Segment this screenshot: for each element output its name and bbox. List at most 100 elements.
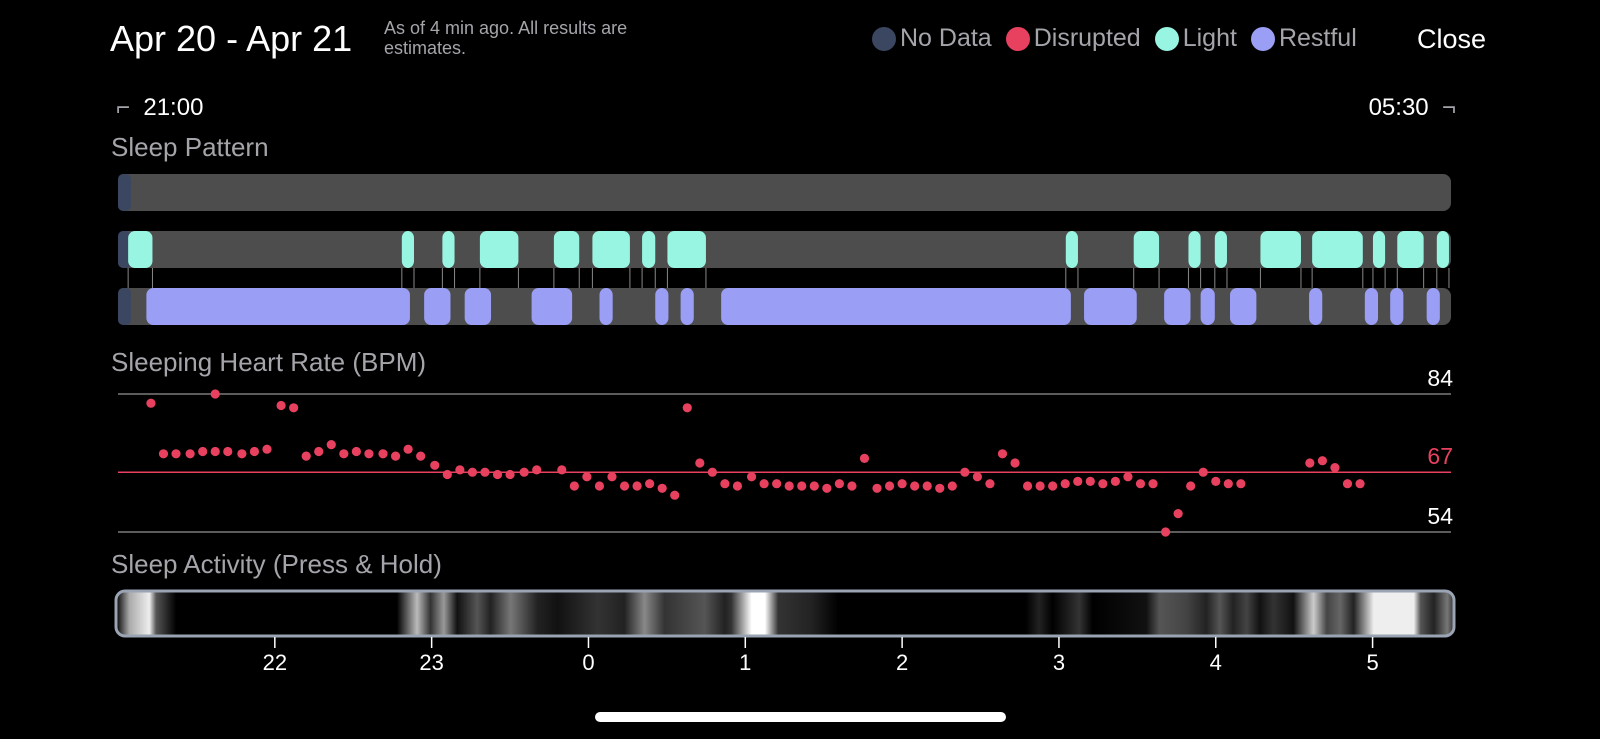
light-segment — [1188, 231, 1201, 268]
heart-rate-point — [695, 458, 705, 468]
activity-strip[interactable] — [114, 589, 1456, 638]
heart-rate-point — [455, 465, 465, 475]
heart-rate-point — [632, 481, 642, 491]
right-bracket-icon: ¬ — [1441, 94, 1456, 121]
legend-label: Light — [1182, 24, 1237, 52]
heart-rate-point — [378, 449, 388, 459]
end-time-label: 05:30 — [1368, 94, 1429, 121]
sleep-pattern-chart — [118, 174, 1451, 325]
heart-rate-point — [834, 479, 844, 489]
legend-label: Restful — [1278, 24, 1357, 52]
no-data-segment — [118, 174, 131, 211]
range-start-time: ⌐ 21:00 — [116, 94, 203, 122]
heart-rate-point — [1098, 479, 1108, 489]
light-segment — [442, 231, 455, 268]
heart-rate-point — [519, 467, 529, 477]
date-range-title: Apr 20 - Apr 21 — [110, 18, 353, 59]
heart-rate-point — [1048, 481, 1058, 491]
x-tick-label: 23 — [419, 650, 443, 675]
heart-rate-point — [1223, 479, 1233, 489]
restful-segment — [1164, 288, 1191, 325]
heart-rate-point — [947, 481, 957, 491]
legend-item-restful: Restful — [1250, 24, 1357, 53]
restful-segment — [531, 288, 573, 325]
heart-rate-point — [210, 389, 220, 399]
sleep-activity-chart[interactable] — [114, 589, 1456, 638]
x-tick-label: 3 — [1053, 650, 1065, 675]
heart-rate-point — [1186, 481, 1196, 491]
heart-rate-point — [897, 479, 907, 489]
home-indicator[interactable] — [595, 712, 1006, 722]
heart-rate-point — [910, 481, 920, 491]
heart-rate-point — [185, 449, 195, 459]
heart-rate-point — [532, 465, 542, 475]
x-tick-label: 1 — [739, 650, 751, 675]
heart-rate-point — [390, 451, 401, 461]
light-segment — [553, 231, 580, 268]
heart-rate-point — [1342, 479, 1353, 489]
heart-rate-point — [594, 481, 605, 491]
heart-rate-point — [364, 449, 374, 459]
heart-rate-point — [1305, 458, 1315, 468]
heart-rate-point — [1236, 479, 1246, 489]
heart-rate-point — [210, 446, 220, 457]
range-end-time: 05:30 ¬ — [1369, 94, 1456, 122]
restful-segment — [680, 288, 694, 325]
legend-item-light: Light — [1154, 24, 1237, 53]
light-segment — [401, 231, 414, 268]
light-swatch-icon — [1154, 26, 1179, 51]
heart-rate-point — [657, 483, 667, 493]
x-tick-label: 0 — [582, 650, 594, 675]
heart-rate-point — [569, 481, 579, 491]
max-hr-label: 84 — [1427, 365, 1453, 391]
heart-rate-point — [1198, 467, 1208, 477]
heart-rate-point — [859, 453, 870, 463]
heart-rate-point — [619, 481, 630, 491]
no-data-swatch-icon — [872, 26, 896, 51]
estimate-note: As of 4 min ago. All results are estimat… — [384, 18, 628, 58]
heart-rate-point — [158, 449, 169, 459]
heart-rate-point — [997, 449, 1008, 459]
heart-rate-point — [237, 449, 247, 459]
close-button[interactable]: Close — [1417, 24, 1487, 54]
start-time-label: 21:00 — [143, 94, 204, 121]
restful-segment — [1230, 288, 1257, 325]
heart-rate-point — [720, 479, 730, 489]
heart-rate-point — [707, 467, 717, 477]
heart-rate-point — [732, 481, 743, 491]
heart-rate-point — [492, 469, 503, 480]
heart-rate-point — [1148, 479, 1158, 489]
heart-rate-point — [1135, 479, 1146, 489]
heart-rate-point — [198, 446, 208, 457]
light-segment — [1065, 231, 1078, 268]
heart-rate-point — [1110, 476, 1120, 486]
legend: No Data Disrupted Light Restful — [872, 24, 1371, 53]
left-bracket-icon: ⌐ — [116, 94, 131, 121]
heart-rate-point — [972, 472, 982, 482]
heart-rate-point — [582, 472, 592, 482]
heart-rate-point — [480, 467, 490, 477]
pattern-track-disrupted — [118, 174, 1451, 211]
x-tick-label: 22 — [263, 650, 287, 675]
light-segment — [1397, 231, 1424, 268]
disrupted-swatch-icon — [1005, 26, 1030, 51]
heart-rate-point — [670, 490, 680, 500]
heart-rate-point — [262, 444, 272, 454]
heart-rate-point — [1073, 476, 1083, 486]
heart-rate-point — [351, 446, 361, 457]
heart-rate-point — [430, 460, 440, 470]
heart-rate-point — [416, 451, 426, 461]
heart-rate-chart: 84 67 54 — [118, 365, 1453, 537]
heart-rate-point — [872, 483, 882, 493]
restful-segment — [599, 288, 613, 325]
heart-rate-point — [505, 469, 515, 480]
sleep-pattern-title: Sleep Pattern — [111, 132, 269, 162]
light-segment — [1214, 231, 1227, 268]
heart-rate-point — [1330, 463, 1340, 473]
heart-rate-point — [276, 400, 286, 411]
light-segment — [1312, 231, 1363, 268]
heart-rate-point — [1085, 476, 1095, 486]
restful-segment — [464, 288, 492, 325]
light-segment — [1260, 231, 1301, 268]
